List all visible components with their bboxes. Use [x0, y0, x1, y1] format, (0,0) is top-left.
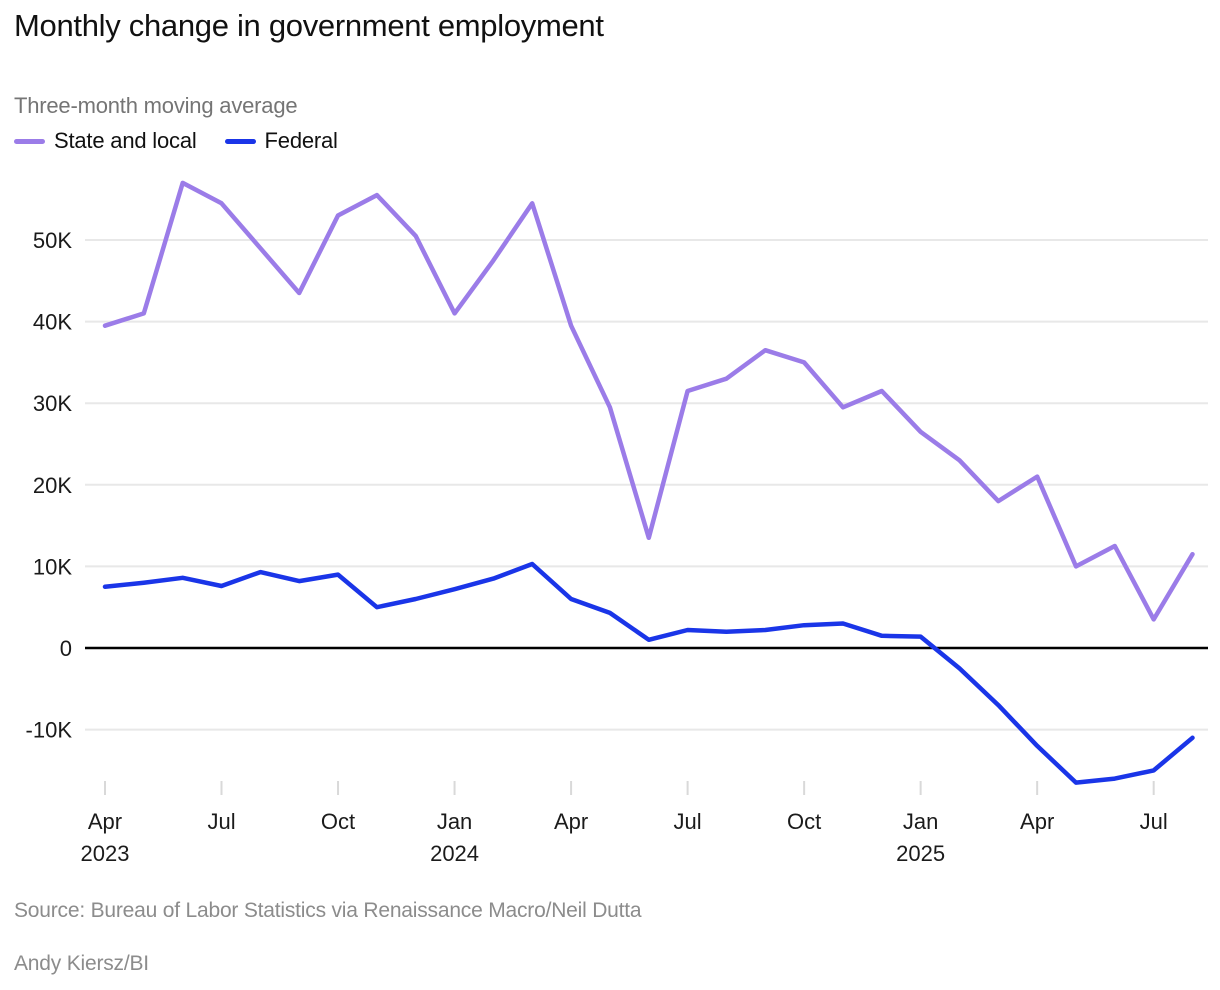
x-axis-label-year: 2025 — [896, 841, 945, 866]
x-axis-label-month: Apr — [554, 809, 588, 834]
x-axis-label-month: Apr — [88, 809, 122, 834]
chart-svg: 50K 40K 30K 20K 10K 0 -10K Apr 2023 Jul Oct Jan 2024… — [26, 180, 1208, 866]
federal-line-swatch — [224, 138, 256, 144]
chart-subtitle: Three-month moving average — [14, 93, 298, 118]
source-note: Source: Bureau of Labor Statistics via R… — [14, 899, 642, 922]
legend-item-federal: Federal — [224, 128, 338, 154]
legend-label-federal: Federal — [264, 128, 338, 153]
y-axis-label-30k: 30K — [33, 391, 72, 416]
x-axis-label-month: Jul — [674, 809, 702, 834]
legend-label-state-and-local: State and local — [54, 128, 197, 153]
x-axis-label-month: Jul — [207, 809, 235, 834]
plot-area: 50K 40K 30K 20K 10K 0 -10K Apr 2023 Jul Oct Jan 2024… — [0, 160, 1220, 875]
y-axis-label--10k: -10K — [26, 718, 73, 743]
x-axis-label-year: 2024 — [430, 841, 479, 866]
y-axis-label-0: 0 — [60, 636, 72, 661]
legend-item-state-and-local: State and local — [14, 128, 197, 154]
x-axis-label-month: Jan — [437, 809, 472, 834]
y-axis-label-10k: 10K — [33, 554, 72, 579]
state-and-local-line-swatch — [14, 138, 45, 144]
legend: State and local Federal — [14, 128, 338, 154]
x-axis-label-year: 2023 — [81, 841, 130, 866]
x-axis-label-month: Jul — [1140, 809, 1168, 834]
x-axis-label-month: Oct — [787, 809, 821, 834]
x-axis-label-month: Apr — [1020, 809, 1054, 834]
x-axis-label-month: Oct — [321, 809, 355, 834]
byline: Andy Kiersz/BI — [14, 952, 149, 975]
y-axis-label-40k: 40K — [33, 310, 72, 335]
y-axis-label-20k: 20K — [33, 473, 72, 498]
series-line-state-and-local — [102, 180, 1195, 622]
x-axis-label-month: Jan — [903, 809, 938, 834]
series-line-federal — [102, 561, 1195, 785]
y-axis-label-50k: 50K — [33, 228, 72, 253]
chart-title: Monthly change in government employment — [14, 8, 604, 43]
